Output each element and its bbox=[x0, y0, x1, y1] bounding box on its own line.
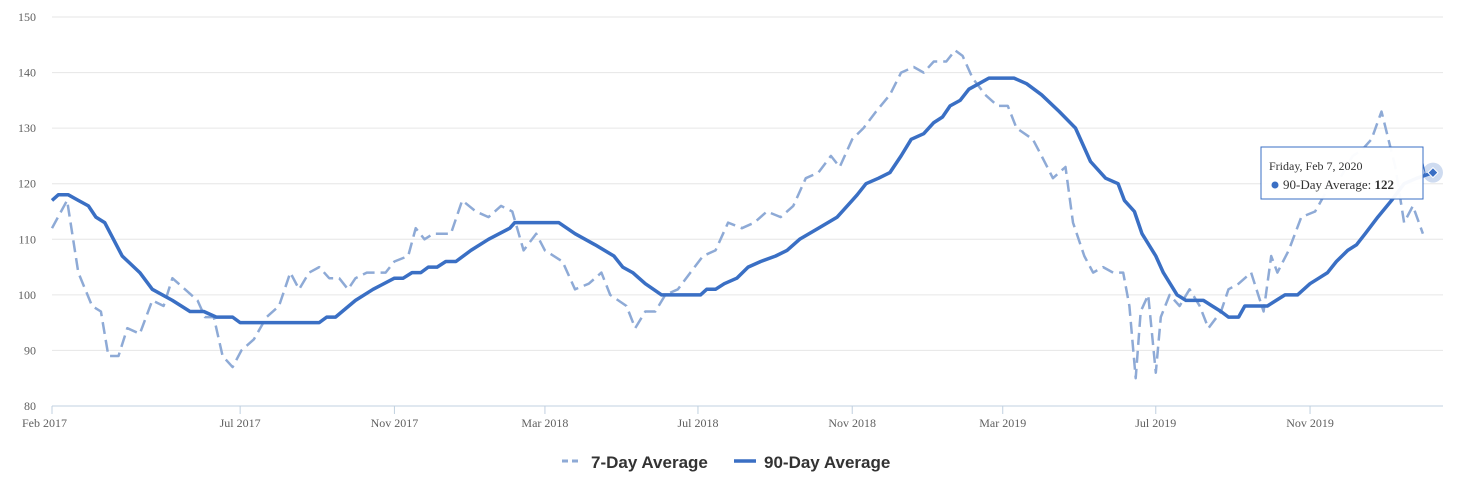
tooltip-series-label: 90-Day Average: bbox=[1283, 177, 1374, 192]
tooltip-box bbox=[1260, 146, 1424, 200]
legend-item-7-day[interactable]: 7-Day Average bbox=[562, 453, 708, 472]
y-tick-label-80: 80 bbox=[24, 399, 36, 413]
legend-item-90-day[interactable]: 90-Day Average bbox=[734, 453, 890, 472]
y-axis: 80 90 100 110 120 130 140 150 bbox=[18, 10, 36, 413]
tooltip-value: 122 bbox=[1374, 177, 1394, 192]
x-tick-label: Jul 2019 bbox=[1135, 416, 1176, 430]
tooltip-series-bullet-icon bbox=[1271, 181, 1279, 189]
y-tick-label-100: 100 bbox=[18, 288, 36, 302]
series-7-day-line[interactable] bbox=[50, 49, 1425, 380]
x-tick-label: Mar 2018 bbox=[521, 416, 568, 430]
y-tick-label-110: 110 bbox=[18, 232, 36, 246]
legend-90-day-label: 90-Day Average bbox=[764, 453, 890, 472]
tooltip-date: Friday, Feb 7, 2020 bbox=[1269, 159, 1363, 173]
x-tick-label: Jul 2017 bbox=[220, 416, 261, 430]
y-tick-label-120: 120 bbox=[18, 177, 36, 191]
hover-point-marker[interactable] bbox=[1427, 166, 1439, 179]
y-tick-label-90: 90 bbox=[24, 343, 36, 357]
y-tick-label-140: 140 bbox=[18, 66, 36, 80]
tooltip-series-row: 90-Day Average: 122 bbox=[1283, 177, 1394, 192]
x-tick-label: Nov 2019 bbox=[1286, 416, 1334, 430]
series-area bbox=[50, 49, 1443, 380]
legend-7-day-label: 7-Day Average bbox=[591, 453, 708, 472]
x-tick-label: Mar 2019 bbox=[979, 416, 1026, 430]
tooltip: Friday, Feb 7, 2020 90-Day Average: 122 bbox=[1260, 146, 1426, 200]
x-tick-label: Jul 2018 bbox=[677, 416, 718, 430]
x-tick-label: Nov 2018 bbox=[828, 416, 876, 430]
series-90-day-line[interactable] bbox=[50, 76, 1434, 325]
y-tick-label-150: 150 bbox=[18, 10, 36, 24]
y-tick-label-130: 130 bbox=[18, 121, 36, 135]
x-axis: Feb 2017 Jul 2017 Nov 2017 Mar 2018 Jul 2018… bbox=[22, 405, 1443, 430]
legend: 7-Day Average 90-Day Average bbox=[562, 453, 890, 472]
x-tick-label: Nov 2017 bbox=[371, 416, 419, 430]
x-tick-label: Feb 2017 bbox=[22, 416, 67, 430]
